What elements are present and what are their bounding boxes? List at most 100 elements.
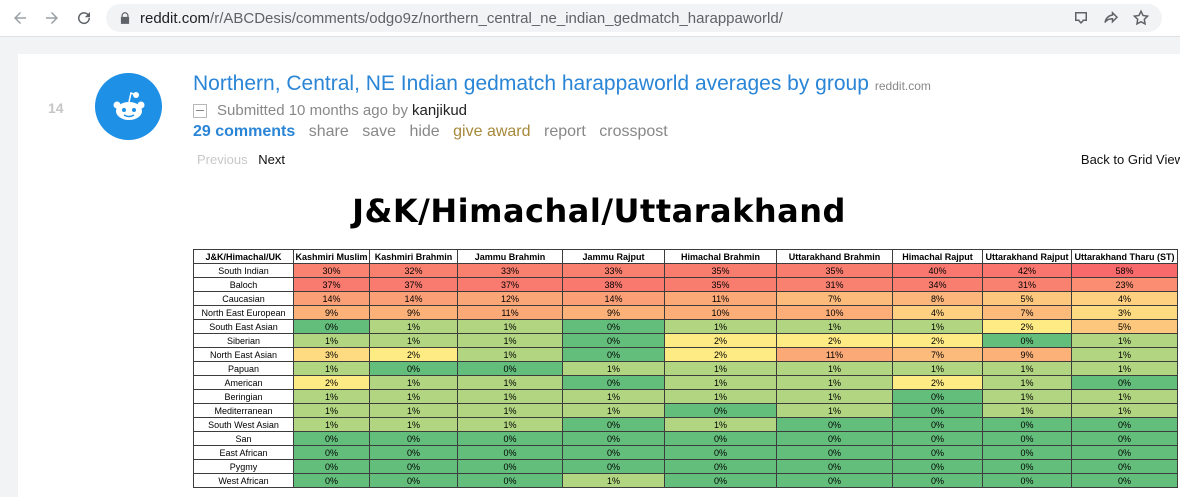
row-label: Baloch [193,277,294,292]
bookmark-star-icon[interactable] [1132,9,1150,27]
table-cell: 0% [293,445,370,460]
table-body: South Indian 30% 32% 33% 33% 35% 35% 40% 42% 58% B… [193,263,1178,488]
table-cell: 1% [562,361,665,376]
table-cell: 32% [369,263,458,278]
give-award-button[interactable]: give award [453,123,531,140]
table-row: North East Asian 3% 2% 1% 0% 2% 11% 7% 9% 1% [193,347,1178,362]
author-link[interactable]: kanjikud [411,102,468,119]
row-label: Caucasian [193,291,294,306]
table-header-cell: Kashmiri Muslim [293,249,370,264]
table-cell: 0% [562,375,665,390]
forward-arrow-icon[interactable] [40,6,64,30]
ancestry-table: J&K/Himachal/UK Kashmiri Muslim Kashmiri B… [193,249,1178,488]
share-icon[interactable] [1102,9,1120,27]
next-button[interactable]: Next [258,152,285,167]
table-cell: 0% [1071,473,1178,488]
table-cell: 0% [369,431,458,446]
row-label: Mediterranean [193,403,294,418]
table-cell: 8% [892,291,983,306]
table-cell: 3% [293,347,370,362]
table-cell: 4% [1071,291,1178,306]
table-cell: 1% [776,361,893,376]
image-heading: J&K/Himachal/Uttarakhand [352,192,846,230]
row-label: Papuan [193,361,294,376]
table-cell: 0% [369,361,458,376]
table-cell: 34% [892,277,983,292]
table-cell: 0% [457,361,563,376]
back-arrow-icon[interactable] [8,6,32,30]
table-cell: 1% [457,417,563,432]
table-cell: 0% [562,431,665,446]
table-cell: 0% [369,459,458,474]
table-cell: 9% [982,347,1072,362]
table-header-cell: Jammu Rajput [562,249,665,264]
previous-button[interactable]: Previous [197,152,248,167]
lock-icon[interactable] [118,11,132,25]
table-header-cell: Uttarakhand Tharu (ST) [1071,249,1178,264]
table-cell: 1% [369,319,458,334]
row-label: Beringian [193,389,294,404]
post-title-link[interactable]: Northern, Central, NE Indian gedmatch ha… [193,72,869,95]
row-label: North East European [193,305,294,320]
table-cell: 7% [776,291,893,306]
table-cell: 40% [892,263,983,278]
comments-link[interactable]: 29 comments [193,123,296,140]
table-cell: 1% [1071,361,1178,376]
table-cell: 0% [1071,375,1178,390]
table-cell: 0% [562,445,665,460]
table-cell: 30% [293,263,370,278]
table-cell: 7% [892,347,983,362]
table-row: Pygmy 0% 0% 0% 0% 0% 0% 0% 0% 0% [193,459,1178,474]
table-cell: 1% [457,375,563,390]
post-domain[interactable]: reddit.com [874,79,931,93]
share-button[interactable]: share [308,123,349,140]
table-cell: 0% [562,319,665,334]
report-button[interactable]: report [543,123,586,140]
table-row: Baloch 37% 37% 37% 38% 35% 31% 34% 31% 23% [193,277,1178,292]
install-app-icon[interactable] [1072,9,1090,27]
row-label: South East Asian [193,319,294,334]
table-cell: 1% [369,375,458,390]
row-label: San [193,431,294,446]
crosspost-button[interactable]: crosspost [599,123,668,140]
table-cell: 1% [776,389,893,404]
table-cell: 1% [369,389,458,404]
table-header-cell: Kashmiri Brahmin [369,249,458,264]
table-row: American 2% 1% 1% 0% 1% 1% 2% 1% 0% [193,375,1178,390]
table-header-cell: Jammu Brahmin [457,249,563,264]
table-cell: 1% [982,389,1072,404]
table-cell: 12% [457,291,563,306]
table-cell: 11% [776,347,893,362]
reddit-page: 14 Northern, Central, NE Indian gedmatch… [18,54,1180,497]
table-cell: 9% [562,305,665,320]
table-cell: 0% [982,333,1072,348]
table-cell: 2% [664,347,777,362]
save-button[interactable]: save [362,123,396,140]
table-cell: 31% [776,277,893,292]
table-cell: 0% [982,445,1072,460]
table-cell: 33% [562,263,665,278]
table-cell: 37% [457,277,563,292]
address-bar[interactable]: reddit.com/r/ABCDesis/comments/odgo9z/no… [106,4,1162,32]
table-cell: 1% [457,389,563,404]
table-cell: 0% [982,473,1072,488]
collapse-icon[interactable] [193,103,207,118]
table-cell: 37% [369,277,458,292]
hide-button[interactable]: hide [409,123,440,140]
table-cell: 35% [664,277,777,292]
browser-toolbar: reddit.com/r/ABCDesis/comments/odgo9z/no… [0,0,1180,37]
table-cell: 2% [892,375,983,390]
back-to-grid-view-link[interactable]: Back to Grid View [1080,152,1180,167]
table-cell: 2% [982,319,1072,334]
reload-icon[interactable] [72,6,96,30]
post-thumbnail[interactable] [95,73,162,140]
table-cell: 7% [982,305,1072,320]
table-cell: 0% [293,431,370,446]
gallery-pager: Previous Next [197,152,285,167]
table-cell: 0% [562,333,665,348]
table-cell: 1% [1071,389,1178,404]
table-cell: 33% [457,263,563,278]
table-row: South West Asian 1% 1% 1% 0% 1% 0% 0% 0% 0% [193,417,1178,432]
table-cell: 2% [892,333,983,348]
table-cell: 0% [293,473,370,488]
